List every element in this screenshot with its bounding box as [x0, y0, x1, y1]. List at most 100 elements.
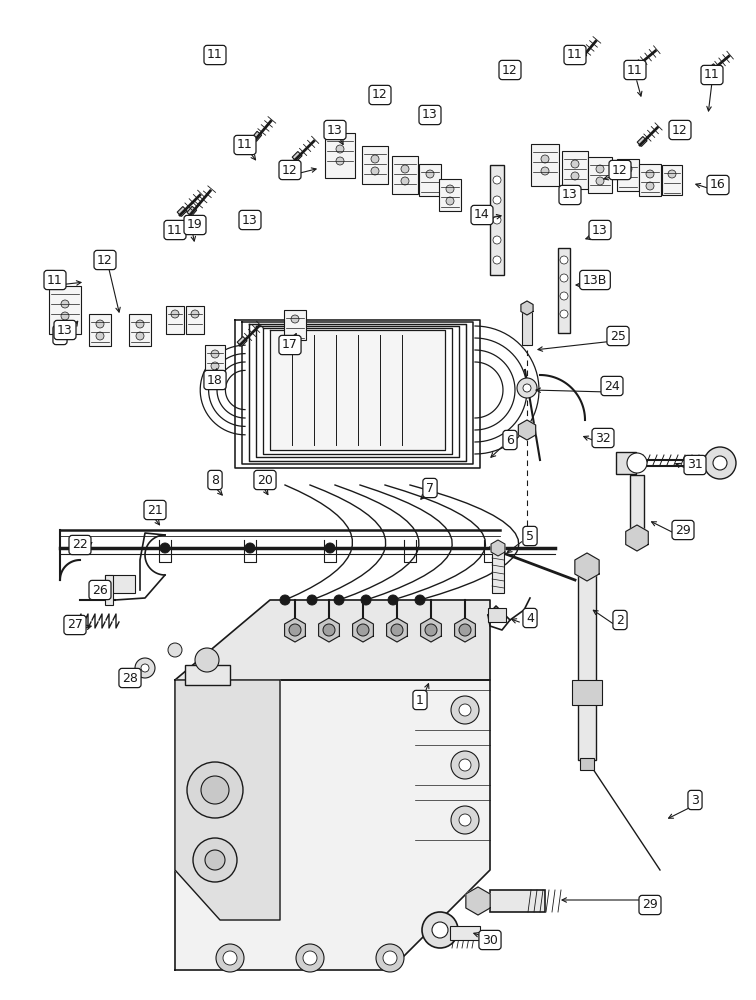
Text: 17: 17	[282, 338, 298, 352]
Text: 3: 3	[691, 794, 699, 806]
Polygon shape	[519, 420, 536, 440]
Text: 6: 6	[506, 434, 514, 446]
Text: 18: 18	[207, 373, 223, 386]
Bar	[186, 306, 204, 334]
Text: 26: 26	[92, 584, 108, 596]
Circle shape	[560, 310, 568, 318]
Text: 11: 11	[627, 64, 643, 77]
Bar	[588, 157, 612, 193]
Circle shape	[193, 838, 237, 882]
Text: 11: 11	[167, 224, 183, 236]
Text: 11: 11	[237, 138, 253, 151]
Circle shape	[171, 310, 179, 318]
Circle shape	[426, 170, 434, 178]
Text: 4: 4	[526, 611, 534, 624]
Circle shape	[323, 624, 335, 636]
Polygon shape	[270, 330, 445, 450]
Bar	[558, 248, 570, 333]
Circle shape	[371, 155, 379, 163]
Bar	[392, 156, 418, 194]
Circle shape	[211, 350, 219, 358]
Text: 21: 21	[147, 504, 163, 516]
Circle shape	[446, 185, 454, 193]
Circle shape	[334, 595, 344, 605]
Circle shape	[296, 944, 324, 972]
Bar	[49, 286, 81, 334]
Circle shape	[357, 624, 369, 636]
Bar	[616, 452, 636, 474]
Bar	[639, 164, 661, 196]
Circle shape	[459, 704, 471, 716]
Circle shape	[371, 167, 379, 175]
Circle shape	[646, 170, 654, 178]
Text: 16: 16	[710, 178, 726, 192]
Circle shape	[291, 315, 299, 323]
Circle shape	[96, 320, 104, 328]
Bar	[578, 570, 596, 760]
Polygon shape	[521, 301, 533, 315]
Bar	[105, 575, 113, 605]
Circle shape	[459, 814, 471, 826]
Circle shape	[325, 543, 335, 553]
Circle shape	[388, 595, 398, 605]
Circle shape	[627, 453, 647, 473]
Circle shape	[168, 643, 182, 657]
Circle shape	[425, 624, 437, 636]
Bar	[577, 51, 587, 61]
Bar	[105, 575, 135, 593]
Bar	[450, 926, 480, 940]
Bar	[633, 60, 643, 70]
Bar	[284, 310, 306, 340]
Text: 32: 32	[595, 432, 611, 444]
Text: 1: 1	[416, 694, 424, 706]
Circle shape	[571, 172, 579, 180]
Circle shape	[191, 310, 199, 318]
Bar	[252, 131, 262, 141]
Circle shape	[96, 332, 104, 340]
Polygon shape	[626, 525, 648, 551]
Bar	[490, 165, 504, 275]
Circle shape	[195, 648, 219, 672]
Text: 13: 13	[422, 108, 438, 121]
Bar	[617, 159, 639, 191]
Polygon shape	[466, 887, 490, 915]
Circle shape	[523, 384, 531, 392]
Circle shape	[383, 951, 397, 965]
Circle shape	[280, 595, 290, 605]
Circle shape	[541, 155, 549, 163]
Circle shape	[451, 696, 479, 724]
Text: 13: 13	[57, 324, 73, 336]
Text: 12: 12	[372, 89, 388, 102]
Polygon shape	[352, 618, 373, 642]
Circle shape	[459, 624, 471, 636]
Circle shape	[376, 944, 404, 972]
Bar	[166, 306, 184, 334]
Text: 11: 11	[47, 273, 63, 286]
Circle shape	[451, 751, 479, 779]
Bar	[562, 151, 588, 189]
Circle shape	[136, 332, 144, 340]
Text: 11: 11	[567, 48, 583, 62]
Circle shape	[141, 664, 149, 672]
Text: 12: 12	[97, 253, 113, 266]
Polygon shape	[454, 618, 476, 642]
Bar	[662, 165, 682, 195]
Circle shape	[517, 378, 537, 398]
Bar	[419, 164, 441, 196]
Circle shape	[245, 543, 255, 553]
Circle shape	[361, 595, 371, 605]
Circle shape	[401, 165, 409, 173]
Circle shape	[187, 762, 243, 818]
Text: 14: 14	[474, 209, 490, 222]
Bar	[177, 207, 187, 216]
Text: 29: 29	[675, 524, 691, 536]
Bar	[492, 548, 504, 593]
Bar	[205, 345, 225, 375]
Circle shape	[493, 176, 501, 184]
Circle shape	[432, 922, 448, 938]
Bar	[488, 608, 506, 622]
Text: 13B: 13B	[583, 273, 607, 286]
Circle shape	[160, 543, 170, 553]
Circle shape	[415, 595, 425, 605]
Text: 29: 29	[642, 898, 658, 912]
